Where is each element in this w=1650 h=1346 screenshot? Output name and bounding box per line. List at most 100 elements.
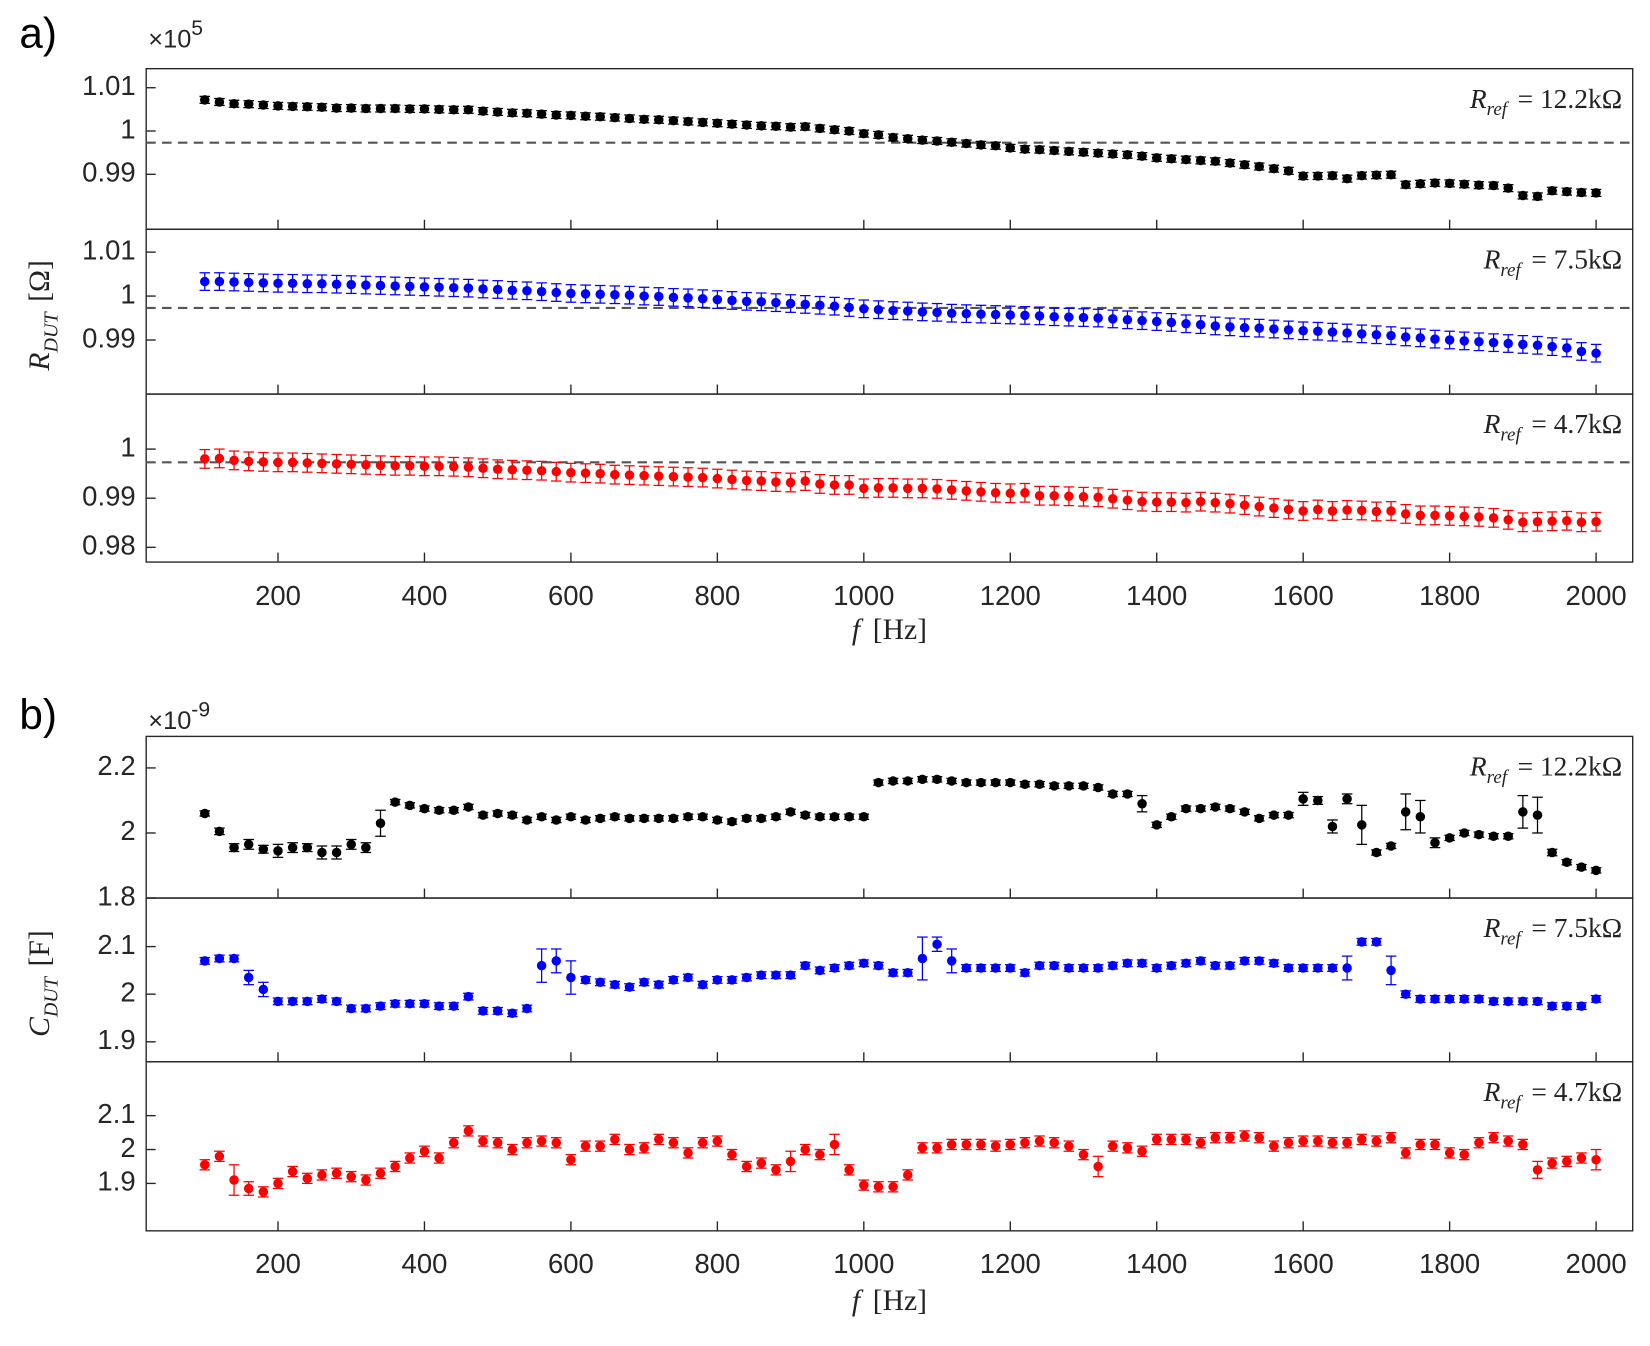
- data-point: [1195, 1138, 1206, 1148]
- data-point: [200, 454, 210, 464]
- data-point: [1122, 789, 1133, 799]
- data-point: [1386, 169, 1396, 180]
- data-point: [1034, 1136, 1045, 1146]
- data-point: [361, 1003, 371, 1014]
- data-point: [1488, 996, 1499, 1007]
- x-tick-label: 600: [548, 580, 594, 611]
- data-point: [888, 305, 898, 316]
- data-point: [712, 1136, 723, 1146]
- data-point: [668, 292, 679, 303]
- data-point: [873, 1182, 884, 1192]
- data-point: [668, 975, 679, 985]
- data-point: [1327, 1138, 1338, 1148]
- data-point: [1269, 810, 1279, 820]
- data-point: [1151, 963, 1162, 973]
- data-point: [346, 103, 356, 113]
- data-point: [785, 298, 796, 309]
- data-point: [331, 847, 342, 858]
- data-point: [1371, 506, 1382, 517]
- data-point: [932, 484, 942, 494]
- data-point: [639, 813, 649, 824]
- data-point: [317, 994, 327, 1004]
- data-point: [756, 476, 767, 486]
- annotation-var: R: [1483, 409, 1501, 439]
- data-point: [1108, 493, 1118, 504]
- data-point: [888, 968, 898, 978]
- data-point: [1459, 336, 1470, 346]
- data-point: [683, 293, 693, 303]
- annotation-rest: = 12.2kΩ: [1518, 84, 1623, 114]
- data-point: [595, 813, 605, 824]
- data-point: [1430, 334, 1440, 344]
- data-point: [1181, 803, 1191, 814]
- data-point: [1518, 517, 1528, 528]
- x-tick-label: 1800: [1419, 580, 1480, 611]
- data-point: [873, 130, 884, 140]
- data-point: [551, 1138, 562, 1148]
- data-point: [727, 119, 737, 129]
- data-point: [1064, 963, 1074, 973]
- y-tick-label: 0.98: [82, 530, 135, 561]
- data-point: [595, 1141, 605, 1151]
- data-point: [1269, 163, 1279, 174]
- data-point: [976, 777, 986, 788]
- data-point: [639, 977, 649, 988]
- data-point: [492, 464, 503, 474]
- data-point: [1078, 781, 1089, 791]
- data-point: [1225, 960, 1235, 971]
- data-point: [1151, 497, 1162, 507]
- data-point: [1254, 956, 1265, 966]
- data-point: [273, 457, 283, 468]
- data-point: [1503, 831, 1513, 841]
- axis-exponent: ×10-9: [148, 698, 210, 735]
- data-point: [859, 811, 869, 822]
- data-point: [844, 302, 854, 313]
- data-point: [1195, 155, 1206, 166]
- y-tick-label: 2.1: [97, 929, 135, 960]
- data-point: [1357, 1134, 1367, 1145]
- data-point: [1342, 1138, 1352, 1148]
- data-point: [434, 1001, 444, 1011]
- data-point: [1488, 1132, 1499, 1143]
- annotation-var: R: [1469, 84, 1487, 114]
- data-point: [287, 457, 298, 468]
- data-point: [1371, 937, 1382, 947]
- data-point: [1078, 491, 1089, 502]
- data-point: [683, 116, 693, 127]
- axes-frame: [145, 897, 1634, 1063]
- data-point: [1591, 348, 1601, 358]
- data-point: [1093, 313, 1103, 323]
- data-point: [1020, 1138, 1030, 1148]
- data-point: [346, 1003, 356, 1014]
- data-point: [448, 105, 459, 115]
- data-point: [624, 982, 635, 992]
- data-point: [419, 803, 430, 814]
- data-point: [1313, 795, 1323, 806]
- data-point: [317, 847, 327, 858]
- data-point: [800, 960, 810, 971]
- data-point: [771, 970, 781, 980]
- data-point: [200, 956, 210, 966]
- data-point: [1210, 497, 1221, 508]
- data-point: [317, 1170, 327, 1180]
- data-point: [654, 1134, 664, 1145]
- data-point: [800, 476, 810, 486]
- data-point: [580, 975, 591, 985]
- data-point: [1313, 504, 1323, 515]
- data-point: [771, 811, 781, 822]
- y-tick-label: 1.01: [82, 70, 135, 101]
- data-point: [1269, 503, 1279, 513]
- data-point: [1474, 829, 1484, 840]
- data-point: [522, 108, 532, 119]
- data-point: [815, 811, 825, 822]
- data-point: [1562, 516, 1572, 526]
- data-point: [815, 1149, 825, 1160]
- data-point: [1474, 994, 1484, 1004]
- annotation-var: R: [1483, 244, 1501, 274]
- data-point: [419, 461, 430, 472]
- data-point: [1327, 170, 1338, 181]
- data-point: [697, 117, 708, 128]
- data-point: [888, 483, 898, 493]
- data-point: [1210, 321, 1221, 331]
- data-point: [727, 295, 737, 306]
